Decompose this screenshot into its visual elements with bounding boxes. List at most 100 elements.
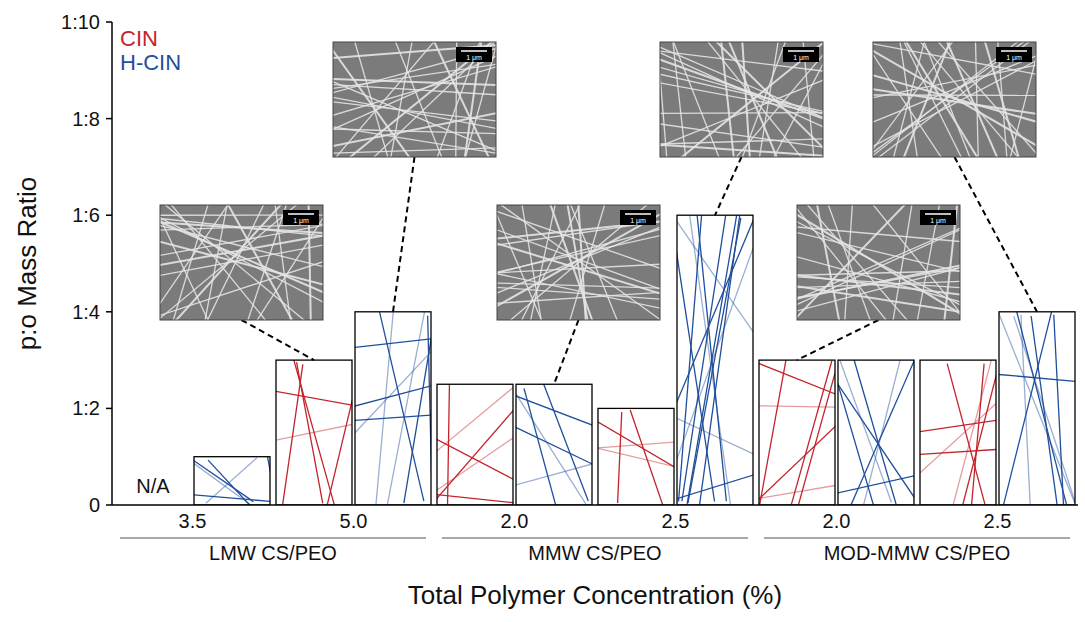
fiber-line [838, 360, 891, 502]
bar-outline [516, 384, 592, 505]
scale-bar [925, 213, 951, 215]
x-tick-label: 2.0 [501, 510, 529, 532]
inset-fiber [797, 225, 960, 309]
inset-fiber [660, 76, 823, 150]
fiber-line [598, 421, 674, 468]
inset-fiber [797, 254, 960, 304]
fiber-line [838, 475, 914, 493]
x-tick-label: 2.5 [662, 510, 690, 532]
sem-inset [497, 205, 660, 320]
fiber-pattern [677, 215, 753, 505]
sem-inset [660, 42, 823, 157]
inset-fiber [364, 42, 496, 157]
inset-fiber [333, 79, 496, 86]
group-label: MMW CS/PEO [528, 542, 661, 564]
y-tick-label: 1:6 [72, 204, 100, 226]
inset-fiber [797, 270, 960, 275]
y-tick [106, 118, 112, 120]
inset-fiber [333, 46, 496, 96]
fiber-line [516, 384, 588, 505]
fiber-line [679, 215, 702, 501]
inset-leader [797, 320, 879, 360]
inset-leader [242, 320, 315, 360]
sem-inset [797, 205, 960, 320]
inset-fiber [660, 48, 823, 131]
inset-leader [554, 320, 579, 384]
inset-fiber [163, 205, 273, 320]
fiber-line [437, 494, 513, 503]
inset-fiber [660, 56, 823, 122]
inset-fiber [660, 123, 823, 149]
x-tick-label: 2.5 [984, 510, 1012, 532]
fiber-line [447, 384, 449, 505]
fiber-line [999, 312, 1075, 503]
inset-frame [333, 42, 496, 157]
y-tick-label: 1:10 [61, 11, 100, 33]
fiber-line [759, 360, 786, 505]
inset-fiber [430, 42, 494, 157]
inset-fiber [899, 42, 919, 157]
scale-bar-box [283, 210, 319, 225]
fiber-line [999, 374, 1075, 381]
inset-fiber [499, 205, 659, 320]
bar-outline [355, 312, 431, 505]
fiber-line [677, 219, 753, 335]
y-tick-label: 1:2 [72, 397, 100, 419]
fiber-line [920, 402, 996, 475]
inset-fiber [825, 205, 874, 320]
scale-bar-label: 1 μm [1006, 54, 1022, 62]
fiber-line [516, 427, 592, 465]
inset-fiber [892, 205, 914, 320]
group-label: MOD-MMW CS/PEO [824, 542, 1011, 564]
fiber-line [854, 360, 897, 505]
fiber-line [677, 417, 753, 454]
fiber-pattern [355, 312, 431, 505]
inset-fiber [497, 226, 660, 292]
inset-fiber [333, 63, 496, 90]
inset-frame [160, 205, 323, 320]
sem-inset [873, 42, 1036, 157]
y-tick-label: 1:4 [72, 301, 100, 323]
inset-fiber [497, 205, 660, 320]
inset-frame [873, 42, 1036, 157]
inset-frame [797, 205, 960, 320]
inset-fiber [873, 42, 1036, 157]
inset-fiber [873, 88, 1036, 116]
fiber-line [1014, 316, 1075, 503]
group-label: LMW CS/PEO [209, 542, 337, 564]
y-tick-label: 1:8 [72, 108, 100, 130]
fiber-line [618, 412, 622, 503]
inset-fiber [497, 209, 660, 312]
fiber-line [327, 364, 352, 505]
inset-fiber [873, 42, 1030, 157]
inset-fiber [497, 240, 660, 296]
fiber-line [677, 216, 753, 406]
fiber-pattern [838, 360, 914, 505]
fiber-line [206, 458, 257, 504]
inset-frame [660, 42, 823, 157]
fiber-line [971, 364, 984, 505]
inset-frame [497, 205, 660, 320]
sem-inset [160, 205, 323, 320]
bar-outline [999, 312, 1075, 505]
inset-fiber [873, 56, 1036, 152]
fiber-line [962, 360, 996, 505]
fiber-pattern [999, 312, 1075, 505]
x-axis-title: Total Polymer Concentration (%) [408, 580, 782, 610]
y-tick [106, 21, 112, 23]
fiber-line [598, 448, 674, 467]
group-bracket [442, 537, 748, 538]
bar [920, 360, 996, 505]
inset-fiber [251, 205, 323, 320]
bar-outline [920, 360, 996, 505]
scale-bar [288, 213, 314, 215]
fiber-line [276, 391, 352, 405]
scale-bar-label: 1 μm [793, 54, 809, 62]
x-tick-label: 3.5 [179, 510, 207, 532]
fiber-pattern [516, 384, 592, 505]
value-label: N/A [136, 475, 170, 497]
scale-bar [625, 213, 651, 215]
fiber-line [699, 215, 740, 505]
fiber-line [1016, 312, 1066, 505]
scale-bar-label: 1 μm [630, 217, 646, 225]
